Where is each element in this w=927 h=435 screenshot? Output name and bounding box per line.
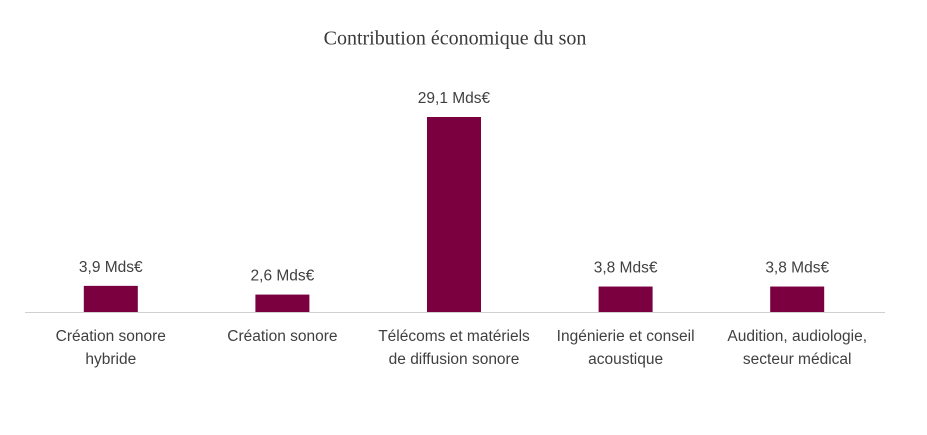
x-tick-label: secteur médical — [743, 351, 852, 368]
x-tick-label: Audition, audiologie, — [727, 328, 867, 345]
bar — [770, 286, 825, 312]
bar — [255, 294, 310, 312]
bar — [598, 286, 653, 312]
value-label: 3,9 Mds€ — [79, 259, 143, 276]
x-tick-label: de diffusion sonore — [389, 351, 520, 368]
x-tick-label: Création sonore — [227, 328, 337, 345]
value-label: 3,8 Mds€ — [594, 260, 658, 277]
x-tick-label: Télécoms et matériels — [378, 328, 530, 345]
value-label: 29,1 Mds€ — [418, 90, 491, 107]
x-tick-label: acoustique — [588, 351, 663, 368]
x-tick-label: Création sonore — [56, 328, 166, 345]
x-tick-label: hybride — [85, 351, 136, 368]
value-label: 3,8 Mds€ — [765, 260, 829, 277]
chart-title: Contribution économique du son — [324, 28, 587, 50]
bar — [427, 117, 481, 312]
value-label: 2,6 Mds€ — [251, 268, 315, 285]
bar — [83, 285, 138, 312]
x-tick-label: Ingénierie et conseil — [557, 328, 695, 345]
